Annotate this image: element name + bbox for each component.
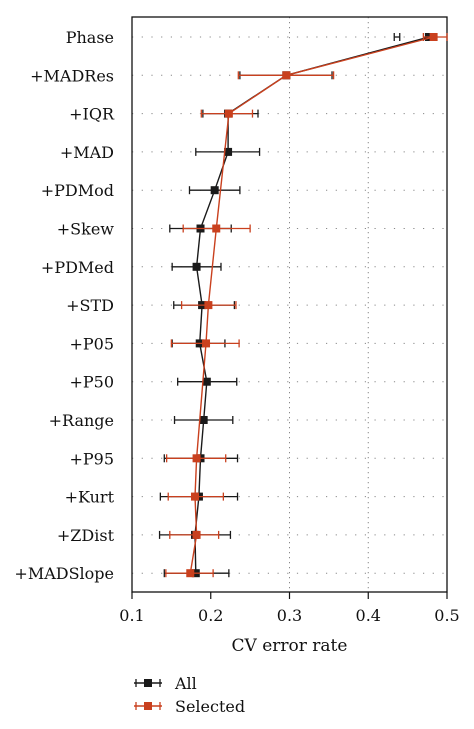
category-label: +PDMod bbox=[41, 181, 114, 200]
x-tick-label: 0.1 bbox=[119, 606, 144, 625]
category-labels: Phase +MADRes +IQR +MAD +PDMod +Skew +PDMed +ST… bbox=[14, 28, 115, 583]
category-label: +MADRes bbox=[30, 66, 114, 85]
data-point bbox=[192, 530, 201, 539]
category-label: +P05 bbox=[69, 334, 114, 353]
series-selected bbox=[165, 33, 448, 578]
category-label: +P50 bbox=[69, 373, 114, 392]
data-point bbox=[199, 416, 208, 424]
x-axis: 0.1 0.2 0.3 0.4 0.5 bbox=[119, 592, 460, 625]
legend-label: All bbox=[174, 674, 197, 693]
category-label: Phase bbox=[66, 28, 114, 47]
series-layer bbox=[158, 33, 448, 578]
data-point bbox=[212, 224, 221, 233]
data-point bbox=[192, 262, 201, 271]
legend-marker bbox=[144, 702, 152, 710]
data-point bbox=[210, 186, 219, 195]
data-point bbox=[429, 33, 438, 41]
category-label: +ZDist bbox=[57, 526, 115, 545]
data-point bbox=[204, 301, 213, 310]
series-line bbox=[189, 36, 434, 574]
category-label: +Skew bbox=[57, 220, 115, 239]
data-point bbox=[224, 147, 233, 156]
x-axis-title: CV error rate bbox=[232, 636, 348, 656]
category-label: +STD bbox=[66, 296, 114, 315]
category-label: +Kurt bbox=[65, 488, 115, 507]
data-point bbox=[192, 454, 201, 463]
data-point bbox=[282, 71, 291, 80]
x-tick-label: 0.5 bbox=[434, 606, 459, 625]
legend-marker bbox=[144, 679, 152, 687]
data-point bbox=[186, 569, 195, 578]
data-point bbox=[224, 109, 233, 118]
legend: All Selected bbox=[134, 674, 245, 716]
category-label: +IQR bbox=[69, 105, 115, 124]
data-point bbox=[202, 377, 211, 386]
x-tick-label: 0.3 bbox=[277, 606, 302, 625]
x-tick-label: 0.4 bbox=[356, 606, 381, 625]
category-label: +P95 bbox=[69, 449, 114, 468]
category-label: +PDMed bbox=[41, 258, 114, 277]
data-point bbox=[191, 492, 199, 501]
category-label: +MAD bbox=[60, 143, 114, 162]
legend-label: Selected bbox=[175, 697, 245, 716]
category-label: +Range bbox=[49, 411, 114, 430]
grid bbox=[132, 17, 447, 592]
x-tick-label: 0.2 bbox=[198, 606, 223, 625]
category-label: +MADSlope bbox=[14, 564, 114, 583]
data-point bbox=[202, 339, 211, 348]
